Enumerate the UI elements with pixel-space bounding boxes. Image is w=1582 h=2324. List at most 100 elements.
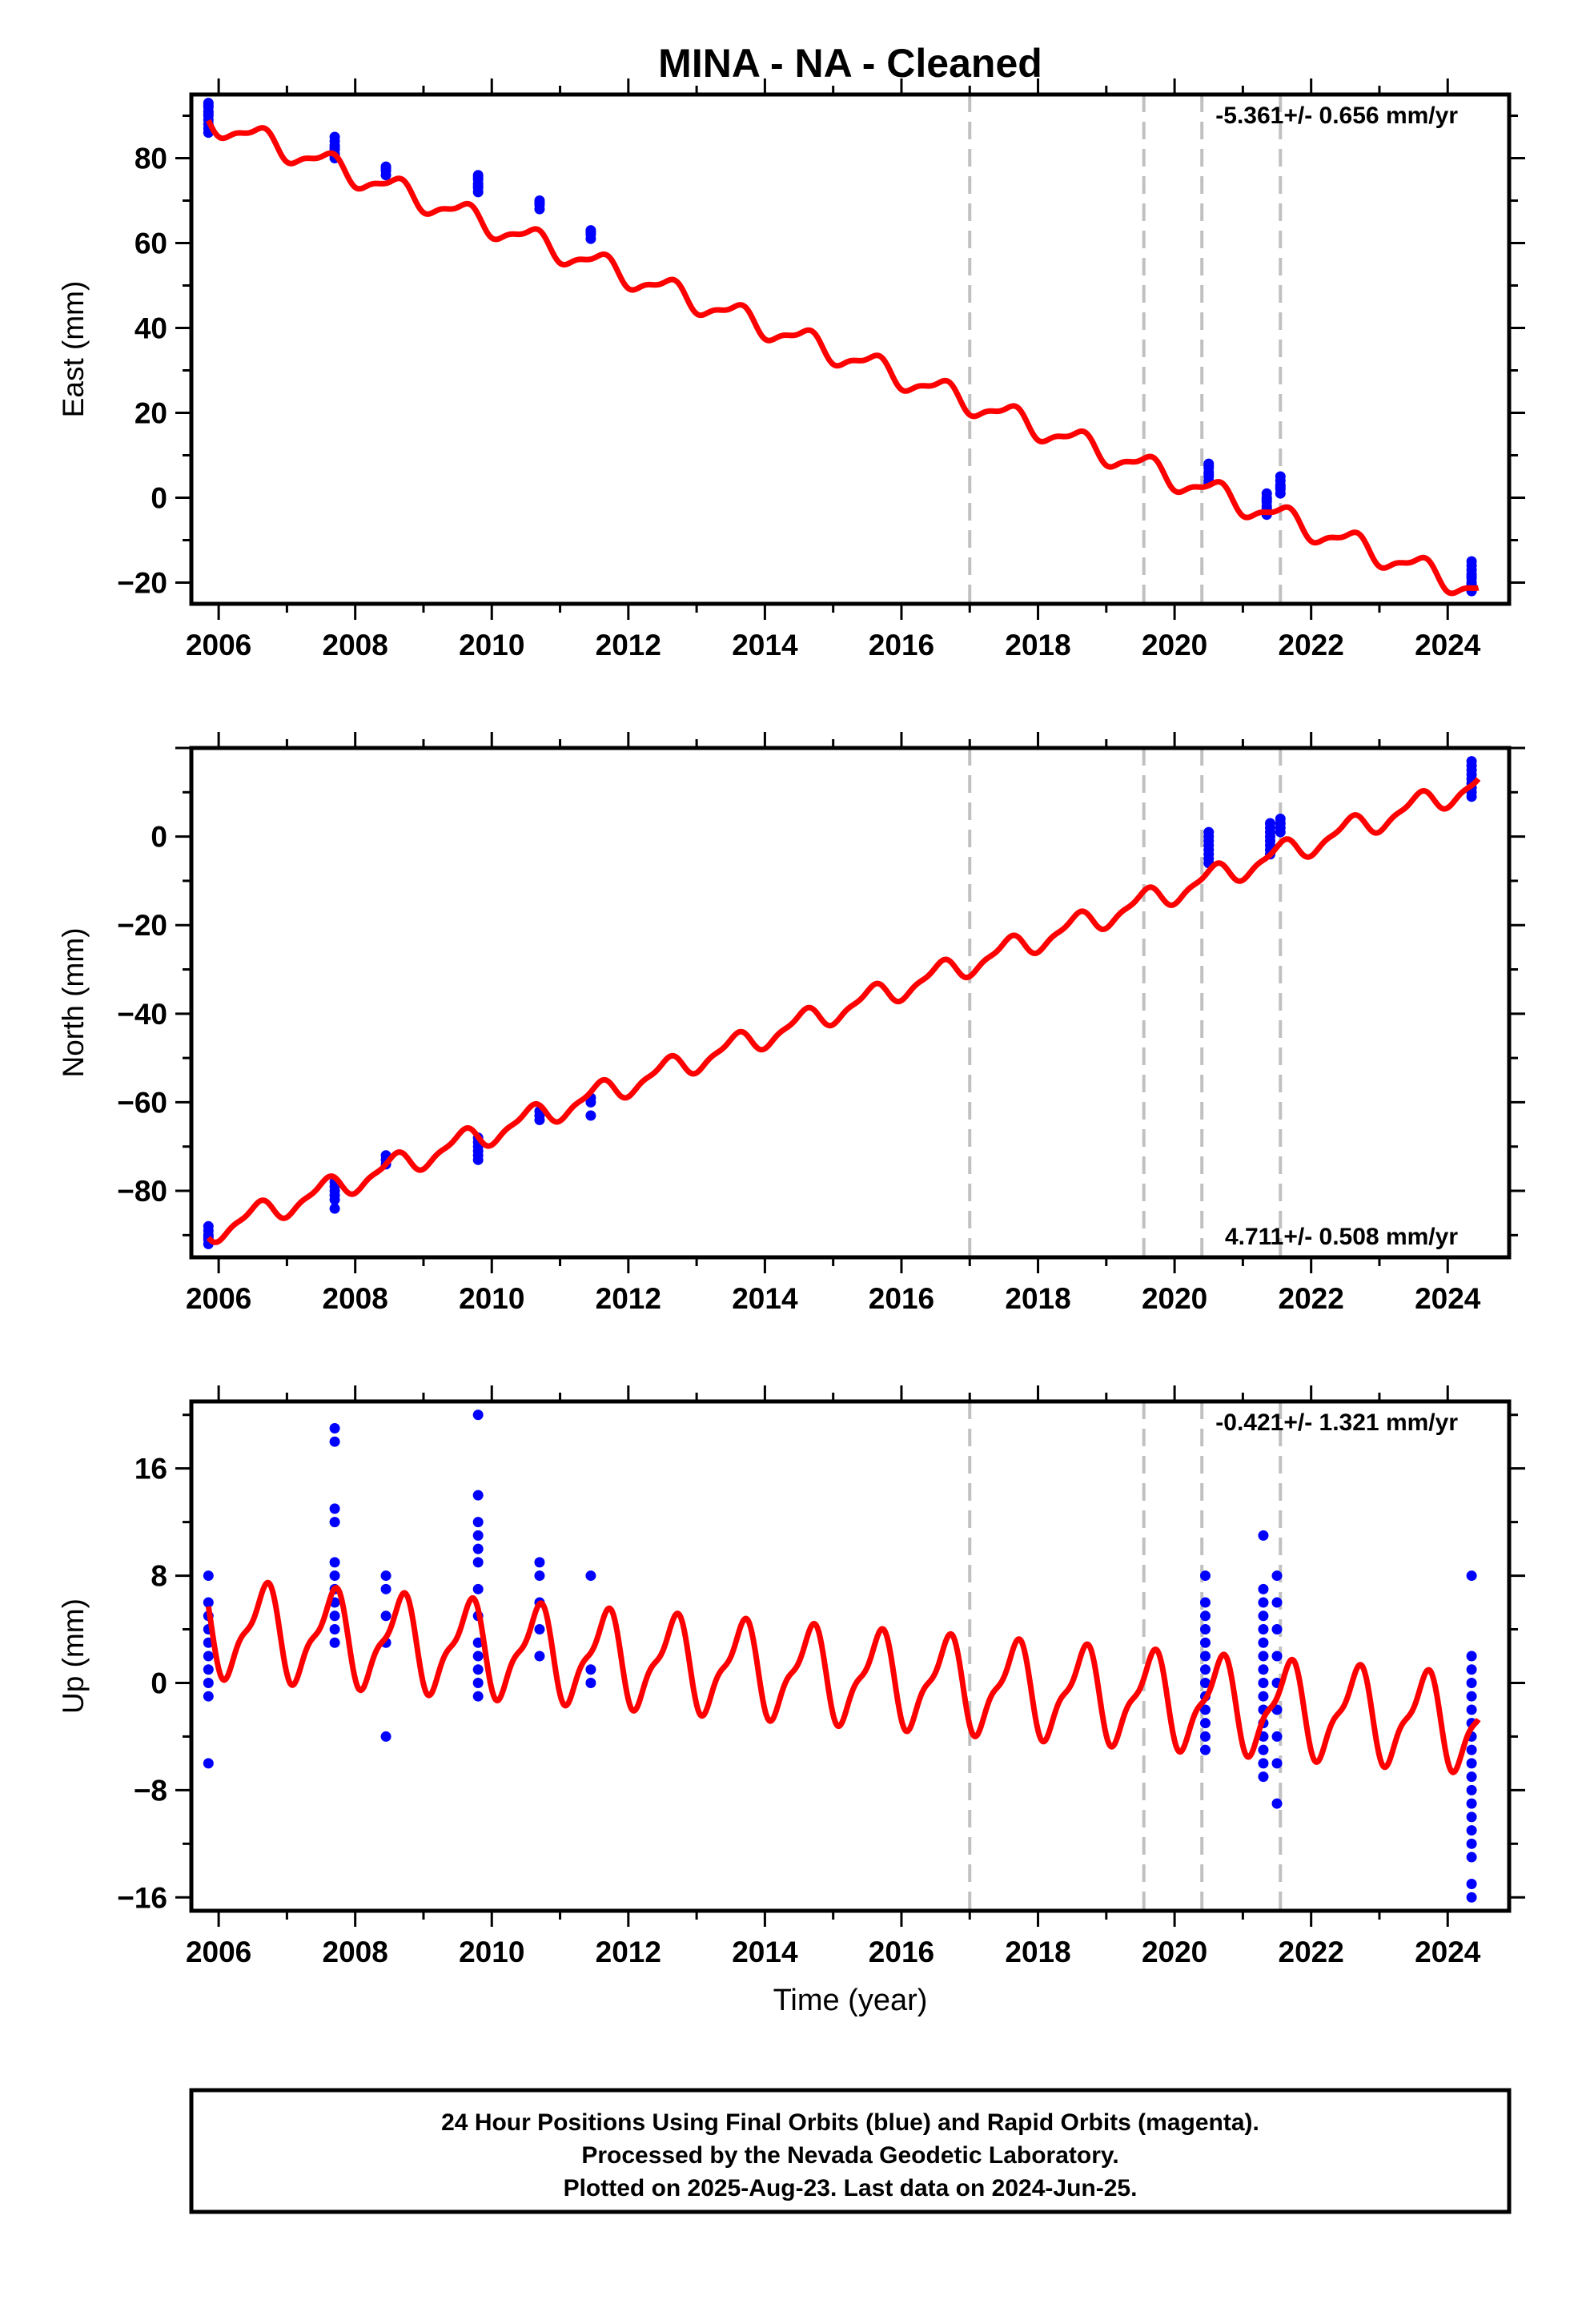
observation-point (1199, 1704, 1211, 1715)
north-panel: 2006 2008 2010 2012 2014 2016 2018 2020 2022 2024… (57, 732, 1525, 1315)
observation-point (1199, 1664, 1211, 1675)
velocity-label: -5.361+/- 0.656 mm/yr (1215, 103, 1458, 129)
y-tick-label: −8 (134, 1774, 167, 1807)
plot-frame (189, 92, 1512, 606)
observation-point (1271, 1570, 1283, 1582)
x-tick-label: 2024 (1415, 1282, 1481, 1315)
east-panel: 2006 2008 2010 2012 2014 2016 2018 2020 2022 2024… (57, 78, 1525, 661)
observation-point (1271, 1624, 1283, 1635)
x-tick-label: 2022 (1279, 1282, 1344, 1315)
observation-point (472, 1490, 484, 1501)
figure-title: MINA - NA - Cleaned (658, 41, 1042, 86)
observation-point (329, 1190, 340, 1201)
observation-point (203, 1220, 214, 1232)
observation-point (1258, 1664, 1269, 1675)
observation-point (203, 99, 214, 111)
model-curve (206, 777, 1481, 1245)
y-tick-label: 0 (151, 482, 167, 515)
observation-point (1199, 1610, 1211, 1622)
observation-point (1258, 1637, 1269, 1648)
observation-point (329, 1557, 340, 1568)
y-tick-label: −80 (117, 1175, 167, 1208)
x-tick-label: 2012 (596, 1282, 661, 1315)
observation-point (329, 1624, 340, 1635)
footer-frame (189, 2088, 1512, 2214)
observation-point (1258, 1744, 1269, 1755)
observation-point (1265, 818, 1276, 829)
y-tick-label: 16 (135, 1453, 167, 1486)
x-tick-label: 2024 (1415, 629, 1481, 661)
observation-point (472, 1637, 484, 1648)
observation-point (1199, 1624, 1211, 1635)
y-tick-label: −20 (117, 909, 167, 942)
observation-point (203, 1691, 214, 1702)
observation-point (1199, 1651, 1211, 1662)
x-tick-label: 2006 (186, 1936, 251, 1968)
y-tick-label: −40 (117, 998, 167, 1031)
observation-point (534, 1570, 545, 1582)
footer-line-3: Plotted on 2025-Aug-23. Last data on 202… (564, 2175, 1138, 2201)
observation-point (380, 1583, 391, 1594)
x-tick-label: 2020 (1142, 629, 1207, 661)
x-tick-label: 2014 (732, 1936, 798, 1968)
observation-point (472, 1543, 484, 1554)
x-tick-label: 2006 (186, 629, 251, 661)
observation-point (472, 1583, 484, 1594)
observation-point (1271, 1758, 1283, 1769)
observation-point (1466, 1771, 1477, 1783)
observation-point (203, 108, 214, 119)
x-tick-label: 2012 (596, 629, 661, 661)
observation-point (329, 1422, 340, 1433)
observation-point (1258, 1758, 1269, 1769)
y-tick-label: −60 (117, 1086, 167, 1119)
observation-point (1466, 1879, 1477, 1890)
observation-point (1275, 481, 1286, 493)
footer-line-1: 24 Hour Positions Using Final Orbits (bl… (441, 2109, 1259, 2136)
observation-point (585, 1110, 596, 1121)
x-tick-label: 2024 (1415, 1936, 1481, 1968)
x-tick-label: 2006 (186, 1282, 251, 1315)
observation-point (1466, 1570, 1477, 1582)
observation-point (1258, 1610, 1269, 1622)
observation-point (1258, 1597, 1269, 1608)
observation-point (329, 1436, 340, 1447)
observation-point (329, 1503, 340, 1514)
x-tick-label: 2010 (459, 1936, 524, 1968)
observation-point (329, 1517, 340, 1528)
velocity-label: -0.421+/- 1.321 mm/yr (1215, 1409, 1458, 1436)
observation-point (1199, 1744, 1211, 1755)
observation-point (1258, 1677, 1269, 1688)
observation-point (1199, 1731, 1211, 1742)
velocity-label: 4.711+/- 0.508 mm/yr (1225, 1224, 1458, 1250)
observation-point (585, 1664, 596, 1675)
y-tick-label: 0 (151, 1667, 167, 1699)
observation-point (1258, 1651, 1269, 1662)
observation-point (1203, 468, 1215, 480)
observation-point (1466, 1825, 1477, 1836)
observation-point (472, 1409, 484, 1421)
observation-point (203, 1664, 214, 1675)
observation-point (203, 1758, 214, 1769)
observation-point (534, 197, 545, 208)
y-tick-label: 20 (135, 397, 167, 430)
observation-point (380, 1610, 391, 1622)
footer-box: 24 Hour Positions Using Final Orbits (bl… (189, 2088, 1512, 2214)
observation-point (1466, 1852, 1477, 1863)
observation-point (1275, 813, 1286, 824)
x-tick-label: 2022 (1279, 1936, 1344, 1968)
x-tick-label: 2010 (459, 629, 524, 661)
x-tick-label: 2018 (1005, 1282, 1070, 1315)
y-axis-label: North (mm) (57, 927, 90, 1077)
x-axis-label: Time (year) (773, 1984, 928, 2017)
x-tick-label: 2008 (323, 1282, 388, 1315)
observation-point (1466, 1677, 1477, 1688)
observation-point (1199, 1677, 1211, 1688)
y-tick-label: 8 (151, 1560, 167, 1593)
observation-point (1466, 1758, 1477, 1769)
observation-point (329, 1203, 340, 1214)
observation-point (1466, 571, 1477, 582)
model-curve (205, 1579, 1481, 1775)
y-tick-label: 40 (135, 312, 167, 345)
x-tick-label: 2008 (323, 629, 388, 661)
